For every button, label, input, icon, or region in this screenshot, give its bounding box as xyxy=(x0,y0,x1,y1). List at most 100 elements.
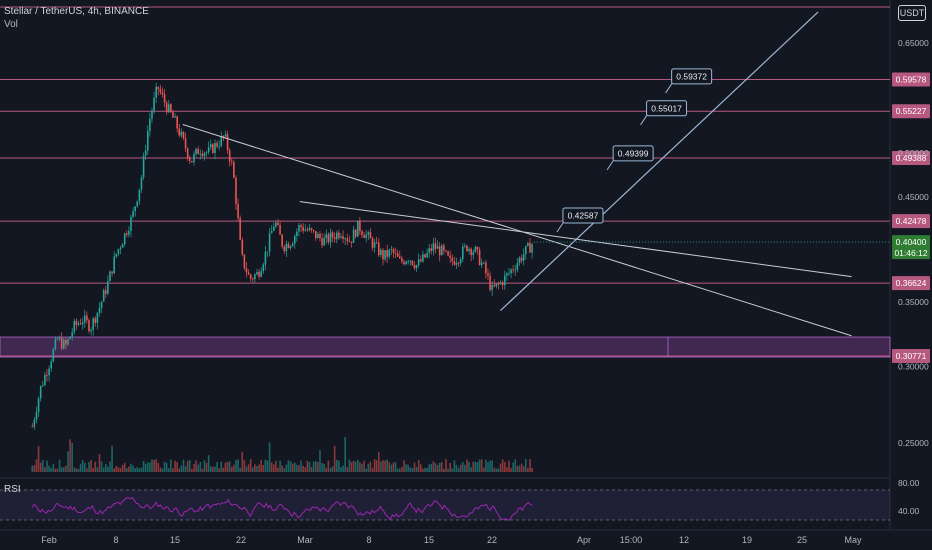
volume-bar xyxy=(434,463,437,472)
candle-body xyxy=(503,275,506,286)
volume-bar xyxy=(346,467,349,472)
candle-body xyxy=(92,318,94,330)
volume-bar xyxy=(302,465,304,472)
candle-body xyxy=(451,257,454,262)
candle-body xyxy=(188,157,191,162)
candle-body xyxy=(388,249,391,257)
volume-bar xyxy=(373,459,376,472)
volume-bar xyxy=(201,468,204,472)
volume-bar xyxy=(356,460,359,472)
candle-body xyxy=(56,339,59,340)
volume-bar xyxy=(155,459,157,472)
candle-body xyxy=(359,220,361,232)
candle-body xyxy=(464,245,466,247)
candle-body xyxy=(254,274,256,280)
volume-bar xyxy=(132,465,134,472)
candle-body xyxy=(491,284,493,290)
candle-body xyxy=(130,216,132,231)
candle-body xyxy=(230,161,233,163)
volume-bar xyxy=(508,460,510,472)
candle-body xyxy=(443,245,445,251)
candle-body xyxy=(264,251,267,265)
candle-body xyxy=(319,233,321,239)
volume-bar xyxy=(207,455,210,472)
target-callout xyxy=(612,145,654,162)
volume-bar xyxy=(67,451,69,472)
candle-body xyxy=(489,275,491,290)
volume-bar xyxy=(325,467,328,472)
candle-body xyxy=(44,374,46,386)
volume-bar xyxy=(277,467,279,472)
candle-body xyxy=(306,229,309,231)
volume-bar xyxy=(260,460,262,472)
volume-bar xyxy=(527,468,529,472)
volume-bar xyxy=(531,467,533,472)
candle-body xyxy=(222,135,225,137)
candle-body xyxy=(300,225,302,228)
y-tick-label: 0.45000 xyxy=(898,192,929,202)
candle-body xyxy=(31,426,34,428)
candle-body xyxy=(436,246,439,249)
volume-bar xyxy=(447,468,449,472)
volume-bar xyxy=(354,461,357,472)
volume-bar xyxy=(522,466,525,472)
candle-body xyxy=(81,322,84,325)
candle-body xyxy=(94,318,97,323)
volume-bar xyxy=(495,468,498,472)
symbol-title[interactable]: Stellar / TetherUS, 4h, BINANCE xyxy=(4,6,149,17)
x-tick-label: 22 xyxy=(487,535,497,545)
candle-body xyxy=(62,339,65,349)
candle-body xyxy=(472,252,475,256)
volume-bar xyxy=(235,460,237,472)
candle-body xyxy=(438,246,441,256)
volume-bar xyxy=(172,468,174,472)
currency-badge[interactable]: USDT xyxy=(898,5,926,21)
candle-body xyxy=(123,233,126,245)
candle-body xyxy=(115,253,118,257)
candle-body xyxy=(146,131,149,151)
volume-bar xyxy=(407,464,409,472)
candle-body xyxy=(312,230,315,231)
x-tick-label: 22 xyxy=(236,535,246,545)
candle-body xyxy=(220,135,223,146)
candle-body xyxy=(440,245,443,256)
volume-bar xyxy=(474,461,477,472)
candle-body xyxy=(83,315,86,323)
volume-bar xyxy=(170,459,172,472)
volume-bar xyxy=(54,468,57,472)
volume-bar xyxy=(369,461,372,472)
volume-bar xyxy=(46,460,48,472)
candle-body xyxy=(111,271,113,274)
volume-bar xyxy=(117,467,120,472)
volume-bar xyxy=(323,463,325,472)
candle-body xyxy=(90,329,92,332)
candle-body xyxy=(195,148,197,154)
level-tag-label: 0.59578 xyxy=(896,74,927,84)
candle-body xyxy=(201,153,204,157)
candle-body xyxy=(172,111,174,118)
volume-bar xyxy=(390,464,393,472)
volume-bar xyxy=(109,461,111,472)
level-tag xyxy=(892,276,930,291)
volume-bar xyxy=(445,459,447,472)
volume-bar xyxy=(197,464,199,472)
candle-body xyxy=(71,332,73,337)
candle-body xyxy=(260,271,262,277)
candle-body xyxy=(321,238,323,246)
x-tick-label: Feb xyxy=(41,535,57,545)
candle-body xyxy=(474,246,477,253)
volume-bar xyxy=(153,459,155,472)
volume-bar xyxy=(266,460,269,472)
candle-body xyxy=(281,234,283,247)
candle-body xyxy=(417,259,420,266)
candle-body xyxy=(482,262,485,264)
candle-body xyxy=(161,92,164,95)
candle-body xyxy=(46,374,48,376)
volume-bar xyxy=(359,462,361,472)
volume-bar xyxy=(254,464,256,472)
volume-bar xyxy=(98,453,101,472)
candle-body xyxy=(501,282,504,286)
candle-body xyxy=(398,256,401,259)
candle-body xyxy=(522,254,525,261)
